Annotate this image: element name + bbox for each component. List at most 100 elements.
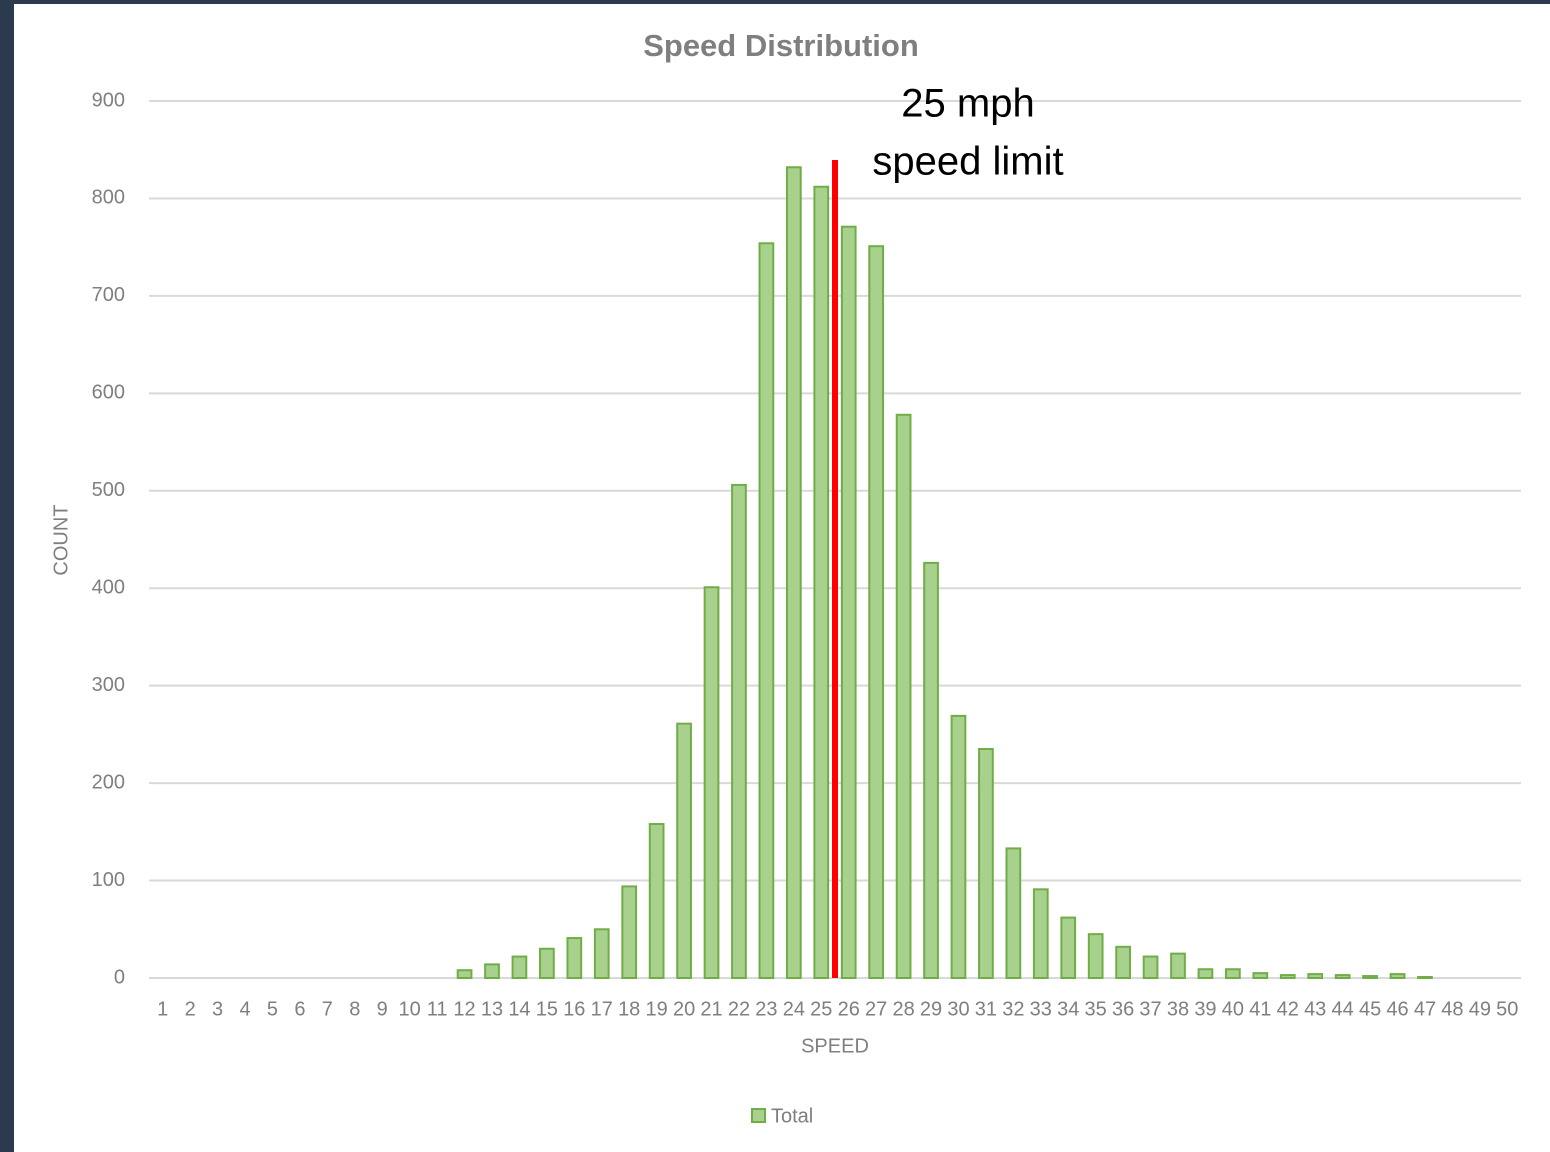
x-tick-label: 36 [1112, 998, 1134, 1020]
bar [758, 242, 775, 980]
bar [1334, 974, 1351, 979]
x-tick-label: 15 [536, 998, 558, 1020]
y-tick-label: 800 [92, 187, 125, 209]
bar [456, 969, 473, 980]
bar [1197, 968, 1214, 979]
y-axis-title: COUNT [50, 504, 72, 575]
x-tick-label: 18 [618, 998, 640, 1020]
x-tick-label: 21 [700, 998, 722, 1020]
x-tick-label: 19 [646, 998, 668, 1020]
x-tick-label: 9 [377, 998, 388, 1020]
x-tick-label: 17 [591, 998, 613, 1020]
x-tick-label: 45 [1359, 998, 1381, 1020]
x-tick-label: 39 [1194, 998, 1216, 1020]
chart-title: Speed Distribution [643, 28, 919, 63]
y-tick-label: 0 [114, 966, 125, 988]
bar [731, 483, 747, 979]
x-tick-label: 50 [1496, 998, 1518, 1020]
legend-label: Total [771, 1105, 813, 1127]
bar [1032, 888, 1049, 980]
x-tick-label: 5 [267, 998, 278, 1020]
bar [840, 225, 857, 980]
bar [1087, 933, 1104, 980]
bar [1252, 972, 1269, 980]
x-tick-label: 16 [563, 998, 585, 1020]
bar [1362, 975, 1378, 979]
chart-background [14, 4, 1550, 1152]
bar [1060, 916, 1077, 980]
bar [785, 166, 802, 980]
x-tick-label: 1 [157, 998, 168, 1020]
legend-swatch [751, 1108, 766, 1123]
x-tick-label: 44 [1332, 998, 1354, 1020]
x-tick-label: 20 [673, 998, 695, 1020]
x-tick-label: 2 [185, 998, 196, 1020]
bar [1170, 952, 1186, 980]
x-tick-label: 23 [755, 998, 777, 1020]
x-tick-label: 26 [838, 998, 860, 1020]
bar [813, 185, 830, 980]
bar [1389, 973, 1406, 980]
bar [539, 947, 555, 979]
x-tick-label: 4 [239, 998, 250, 1020]
bar [950, 714, 967, 979]
y-tick-label: 500 [92, 479, 125, 501]
y-tick-label: 400 [92, 577, 125, 599]
bar [1417, 976, 1433, 980]
x-tick-label: 43 [1304, 998, 1326, 1020]
bar [923, 561, 939, 979]
y-tick-label: 700 [92, 284, 125, 306]
x-tick-label: 40 [1222, 998, 1244, 1020]
bar [1115, 945, 1131, 979]
x-tick-label: 31 [975, 998, 997, 1020]
x-tick-label: 11 [427, 998, 448, 1020]
y-tick-label: 900 [92, 89, 125, 111]
bar [511, 955, 528, 979]
x-tick-label: 25 [810, 998, 832, 1020]
x-tick-label: 32 [1002, 998, 1024, 1020]
x-tick-label: 27 [865, 998, 887, 1020]
x-axis-title: SPEED [801, 1035, 869, 1057]
x-tick-label: 33 [1030, 998, 1052, 1020]
bar [978, 748, 994, 979]
bar [566, 937, 583, 980]
bar [1307, 973, 1324, 980]
x-tick-label: 34 [1057, 998, 1079, 1020]
bar [895, 413, 912, 979]
x-tick-label: 24 [783, 998, 805, 1020]
x-tick-label: 8 [349, 998, 360, 1020]
x-tick-label: 37 [1139, 998, 1161, 1020]
y-tick-label: 100 [92, 869, 125, 891]
annotation: 25 mph [901, 82, 1034, 126]
y-tick-label: 200 [92, 771, 125, 793]
bar [868, 245, 885, 980]
bar [676, 722, 692, 979]
bar [1142, 955, 1159, 979]
x-tick-label: 22 [728, 998, 750, 1020]
x-tick-label: 46 [1386, 998, 1408, 1020]
x-tick-label: 7 [322, 998, 333, 1020]
y-tick-label: 600 [92, 382, 125, 404]
bar [648, 823, 665, 979]
bar [1005, 847, 1022, 979]
x-tick-label: 35 [1085, 998, 1107, 1020]
x-tick-label: 13 [481, 998, 503, 1020]
x-tick-label: 12 [453, 998, 475, 1020]
x-tick-label: 41 [1249, 998, 1271, 1020]
y-tick-label: 300 [92, 674, 125, 696]
bar [484, 963, 500, 980]
x-tick-label: 29 [920, 998, 942, 1020]
bar [703, 586, 720, 980]
x-tick-label: 30 [947, 998, 969, 1020]
x-tick-label: 38 [1167, 998, 1189, 1020]
bar [1279, 974, 1296, 979]
x-tick-label: 28 [892, 998, 914, 1020]
x-tick-label: 14 [508, 998, 530, 1020]
x-tick-label: 49 [1469, 998, 1491, 1020]
bar [1225, 968, 1241, 979]
x-tick-label: 3 [212, 998, 223, 1020]
bar [621, 885, 638, 979]
x-tick-label: 42 [1277, 998, 1299, 1020]
